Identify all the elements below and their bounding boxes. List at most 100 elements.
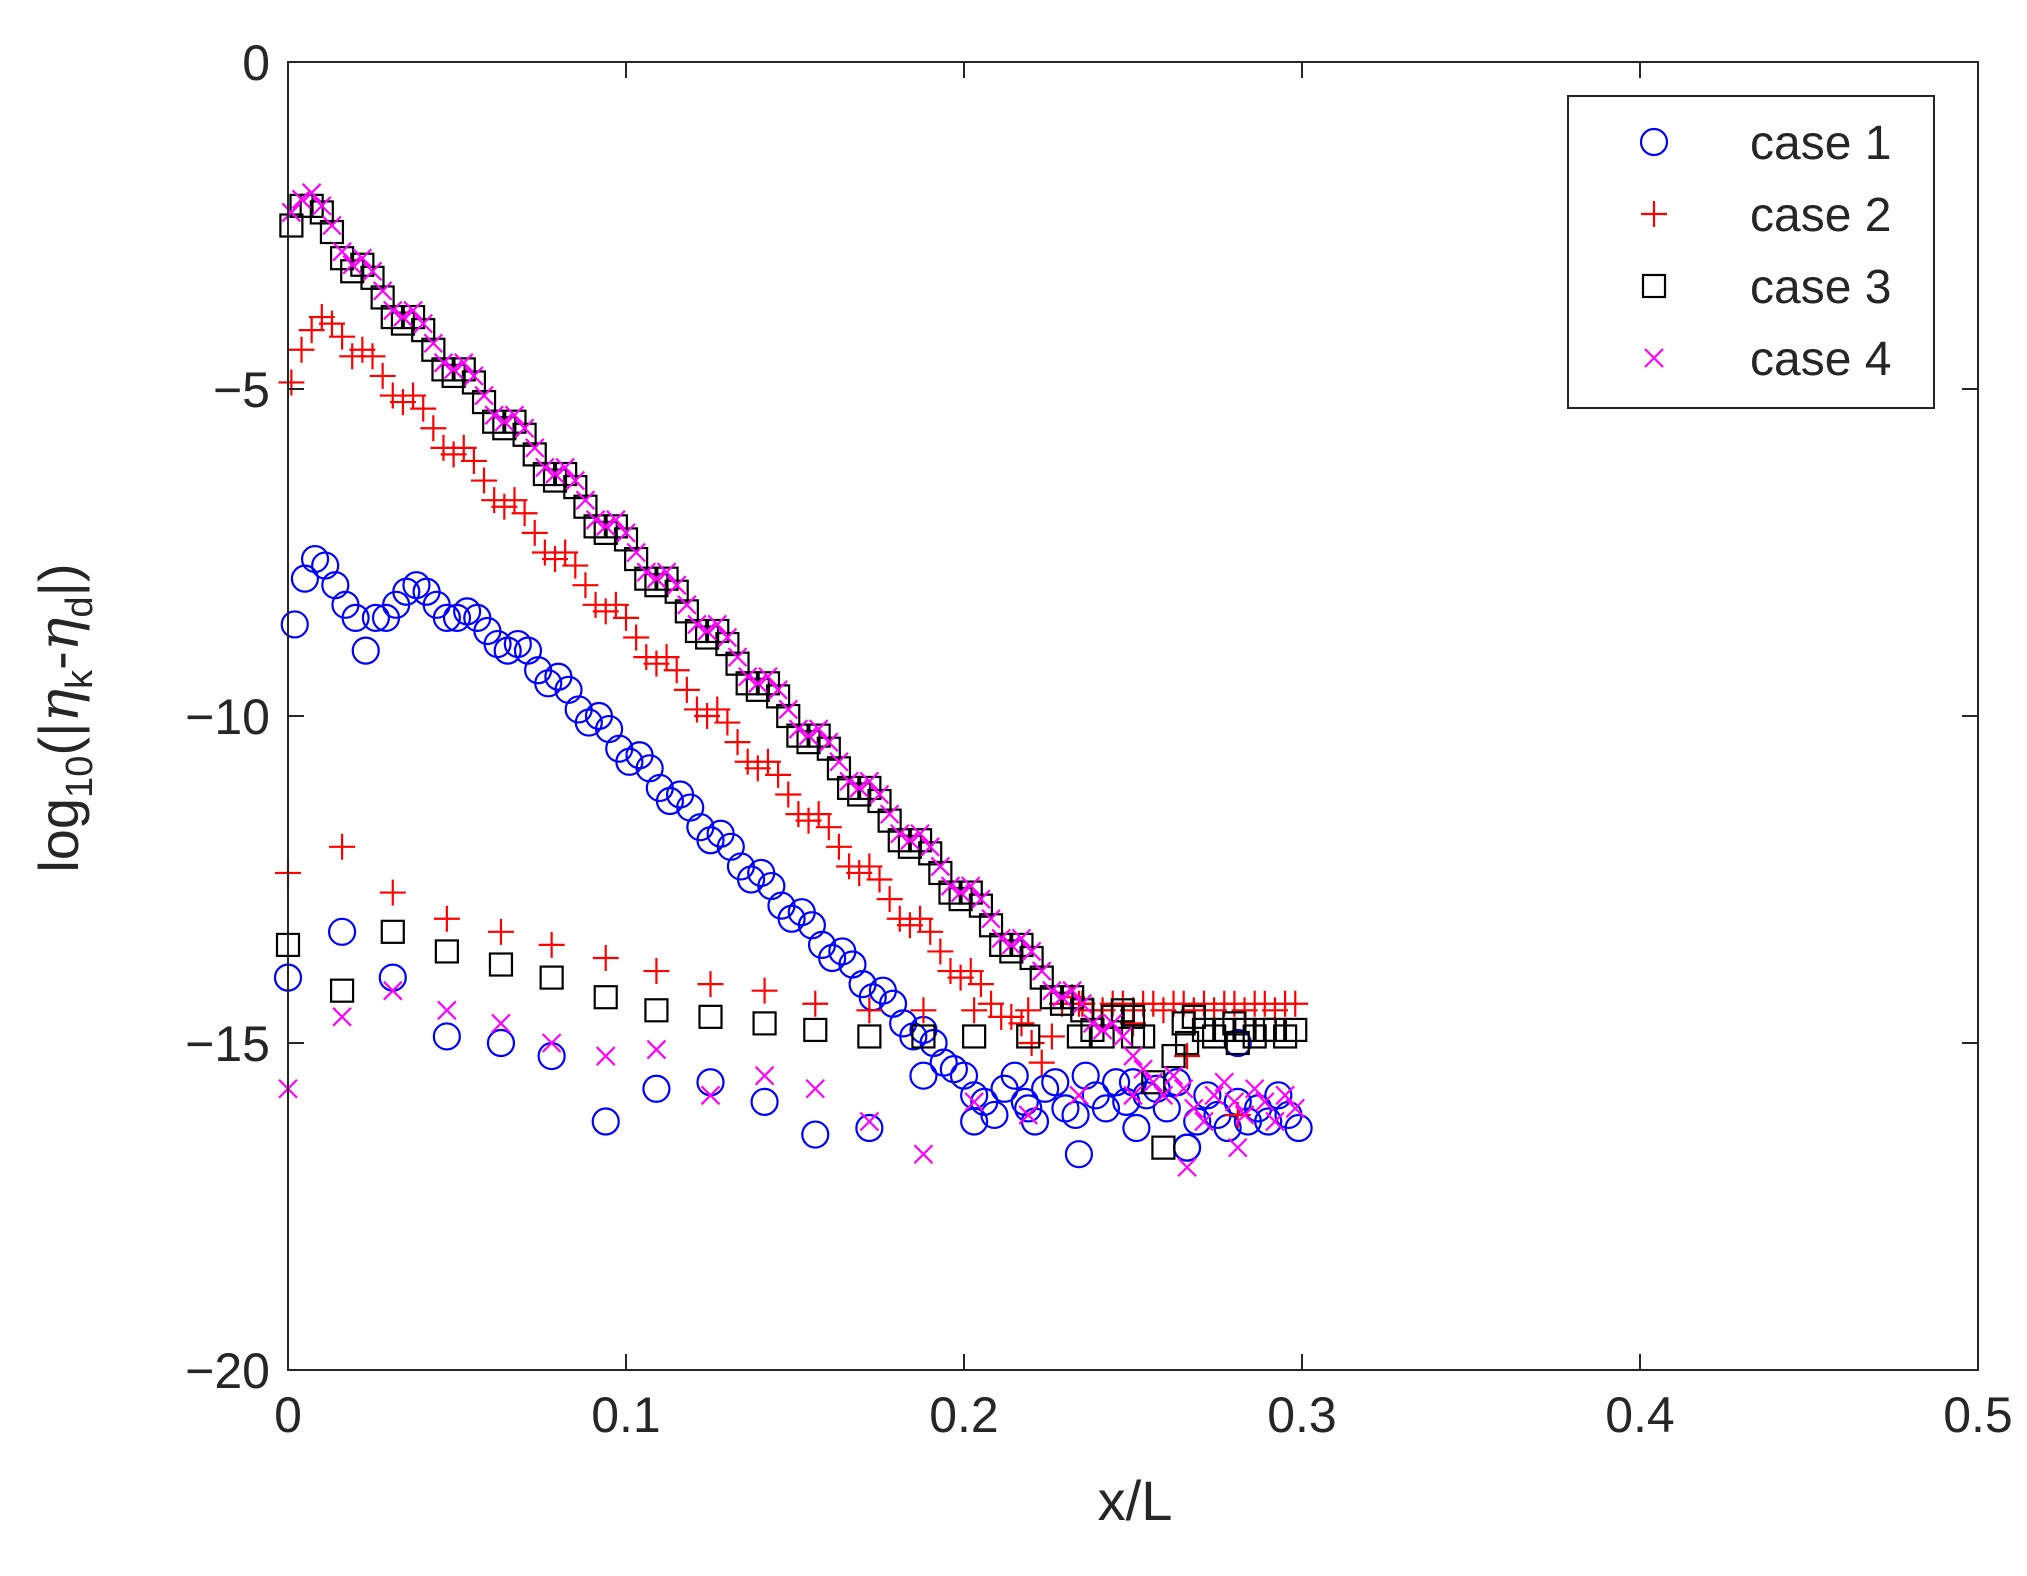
data-point: [552, 539, 579, 566]
data-point: [829, 752, 849, 772]
data-point: [927, 938, 954, 965]
data-point: [420, 415, 447, 442]
data-point: [606, 510, 626, 530]
data-point: [349, 336, 376, 363]
x-tick-label: 0.2: [929, 1387, 999, 1443]
data-point: [433, 353, 454, 373]
data-point: [329, 323, 356, 350]
data-point: [687, 614, 707, 635]
data-point: [403, 300, 423, 321]
data-point: [1062, 980, 1082, 1001]
legend-label: case 1: [1750, 117, 1891, 170]
data-point: [474, 385, 494, 406]
data-point: [846, 859, 873, 886]
data-point: [1042, 980, 1062, 1001]
data-point: [879, 804, 900, 824]
data-point: [410, 395, 437, 422]
data-point: [1284, 1113, 1313, 1143]
data-point: [1091, 1094, 1121, 1123]
data-point: [911, 1024, 936, 1049]
data-point: [1123, 1085, 1143, 1106]
data-point: [1234, 1105, 1255, 1125]
data-point: [332, 241, 352, 262]
data-point: [613, 604, 639, 631]
data-point: [859, 771, 880, 792]
data-point: [778, 699, 799, 720]
data-point: [636, 562, 657, 582]
data-point: [1131, 1024, 1156, 1049]
data-point: [1174, 1043, 1201, 1070]
data-point: [981, 908, 1001, 929]
data-point: [1015, 997, 1042, 1024]
data-point: [1174, 1030, 1200, 1056]
data-point: [663, 657, 690, 684]
data-point: [1072, 993, 1093, 1014]
data-point: [754, 748, 781, 775]
data-point: [1153, 1085, 1174, 1106]
data-point: [727, 647, 748, 667]
data-point: [819, 732, 839, 752]
data-point: [301, 183, 322, 203]
data-point: [318, 310, 345, 337]
data-point: [413, 313, 433, 334]
data-point: [913, 1144, 934, 1164]
data-point: [1102, 1013, 1123, 1034]
data-point: [798, 725, 819, 746]
data-point: [1150, 997, 1177, 1024]
data-point: [327, 917, 357, 946]
data-point: [1143, 1072, 1164, 1093]
data-point: [849, 778, 869, 798]
data-point: [389, 389, 416, 416]
data-point: [917, 918, 944, 945]
data-point: [562, 552, 589, 579]
data-point: [361, 603, 390, 633]
data-marks: [273, 183, 1313, 1178]
data-point: [803, 1017, 828, 1043]
data-point: [432, 603, 461, 633]
x-tick-label: 0.4: [1605, 1387, 1675, 1443]
data-point: [1184, 1098, 1204, 1119]
data-point: [998, 1003, 1025, 1030]
data-point: [1122, 1113, 1151, 1143]
data-point: [393, 307, 413, 327]
data-point: [281, 202, 302, 223]
data-point: [440, 441, 467, 468]
data-point: [697, 971, 724, 998]
data-point: [910, 997, 937, 1024]
data-point: [1061, 1100, 1090, 1130]
data-point: [434, 939, 459, 964]
data-point: [298, 317, 325, 344]
data-point: [487, 918, 514, 945]
data-point: [494, 411, 515, 432]
data-point: [656, 562, 677, 582]
data-point: [312, 196, 332, 216]
data-point: [602, 591, 629, 618]
data-point: [775, 781, 802, 808]
data-point: [524, 438, 545, 458]
data-point: [1113, 1026, 1133, 1047]
data-point: [319, 219, 345, 245]
data-point: [595, 516, 616, 537]
data-point: [593, 985, 618, 1010]
data-point: [940, 876, 961, 896]
data-point: [369, 362, 396, 389]
legend-label: case 3: [1750, 261, 1891, 314]
data-point: [643, 650, 670, 677]
data-point: [437, 1000, 457, 1021]
x-tick-label: 0.1: [591, 1387, 661, 1443]
data-point: [1224, 1092, 1245, 1112]
data-point: [947, 964, 974, 991]
axes: 0 0.1 0.2 0.3 0.4 0.5 0 −5 −10 −15 −20: [185, 35, 2013, 1443]
data-point: [890, 823, 910, 844]
data-point: [957, 958, 984, 985]
data-point: [1016, 1024, 1041, 1049]
data-point: [707, 614, 728, 635]
data-point: [967, 971, 994, 998]
data-point: [486, 1028, 516, 1058]
data-point: [332, 1007, 352, 1027]
data-point: [453, 353, 474, 373]
legend-marker: [1641, 273, 1667, 299]
data-point: [910, 823, 930, 844]
data-point: [488, 952, 514, 977]
data-point: [433, 905, 460, 932]
